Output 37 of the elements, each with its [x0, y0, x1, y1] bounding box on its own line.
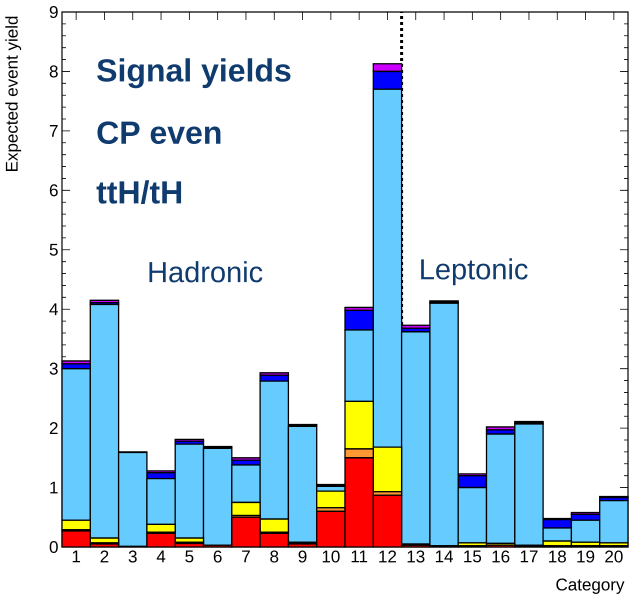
x-tick-label: 12: [379, 550, 396, 562]
x-tick-label: 16: [492, 550, 510, 563]
annotation: ttH/tH: [96, 180, 182, 204]
y-tick-label: 9: [50, 6, 58, 18]
annotation: Hadronic: [149, 261, 262, 282]
x-tick-label: 3: [128, 550, 137, 563]
y-tick-label: 2: [50, 422, 58, 434]
x-tick-label: 14: [436, 550, 454, 562]
y-tick-label: 1: [50, 482, 58, 494]
x-tick-label: 9: [298, 550, 306, 563]
y-tick-label: 8: [50, 65, 58, 78]
y-tick-label: 4: [49, 303, 58, 316]
x-tick-label: 4: [156, 550, 166, 562]
x-tick-label: 6: [214, 550, 222, 563]
x-tick-label: 13: [408, 550, 424, 563]
x-tick-label: 1: [72, 550, 80, 562]
annotation: Leptonic: [421, 258, 528, 286]
annotation: CP even: [97, 121, 220, 144]
x-axis-title: Category: [556, 578, 624, 594]
x-tick-label: 11: [352, 550, 368, 562]
x-tick-label: 10: [322, 550, 340, 563]
y-tick-label: 0: [50, 540, 58, 554]
x-tick-label: 18: [549, 550, 566, 563]
y-tick-label: 6: [50, 184, 58, 196]
x-tick-label: 8: [270, 550, 278, 563]
x-tick-label: 15: [464, 550, 482, 562]
x-tick-label: 7: [242, 550, 250, 562]
y-tick-label: 5: [50, 244, 58, 256]
x-tick-label: 20: [605, 550, 623, 563]
x-tick-label: 5: [185, 550, 194, 562]
x-tick-label: 2: [100, 550, 108, 562]
y-tick-label: 7: [50, 125, 58, 137]
x-tick-label: 17: [520, 550, 538, 562]
annotation: Signal yields: [97, 58, 290, 88]
y-tick-label: 3: [50, 362, 58, 375]
y-axis-title: Expected event yield: [5, 16, 22, 172]
x-tick-label: 19: [577, 550, 594, 563]
